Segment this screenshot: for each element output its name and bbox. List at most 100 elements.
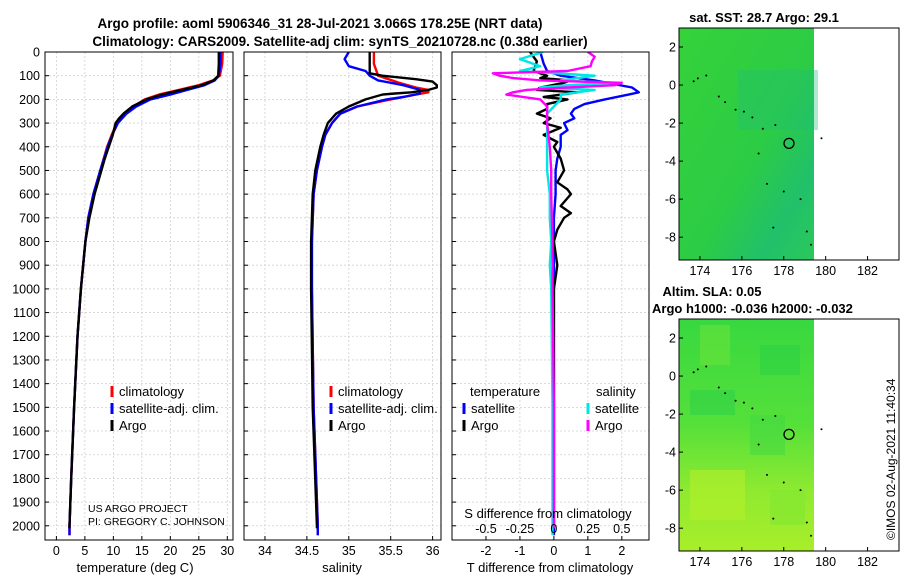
island (766, 473, 768, 476)
sla-map-subtitle: Argo h1000: -0.036 h2000: -0.032 (652, 301, 853, 316)
temperature-grid (45, 51, 233, 540)
sst-map-tick-labels: 2 0 -2 -4 -6 -8 174 176 178 180 182 (665, 41, 878, 278)
series-line-climatology (68, 52, 224, 536)
imos-timestamp: ©IMOS 02-Aug-2021 11:40:34 (884, 378, 898, 540)
island (820, 428, 823, 431)
temperature-xlabel: temperature (deg C) (76, 560, 193, 575)
island (805, 230, 808, 233)
series-line-climatology (310, 52, 430, 536)
x-tick-label: 25 (192, 544, 206, 558)
depth-tick-label: 1300 (12, 353, 40, 367)
sst-warm-pool (738, 70, 818, 130)
x-tick-label: -1 (514, 544, 525, 558)
salinity-frame (243, 51, 442, 541)
x-tick-label: 0 (53, 544, 60, 558)
lat-tick-label: -6 (665, 193, 676, 207)
temperature-tick-labels: 0 5 10 15 20 25 30 (53, 536, 234, 558)
lat-tick-label: -2 (665, 117, 676, 131)
island (724, 392, 727, 395)
sst-map-frame (678, 27, 900, 261)
legend-s-satellite: satellite (595, 401, 639, 416)
island (782, 481, 785, 484)
lat-tick-label: -4 (665, 155, 676, 169)
lat-tick-label: -8 (665, 231, 676, 245)
x-tick-label: 34 (258, 544, 272, 558)
depth-tick-label: 900 (19, 259, 40, 273)
s-tick-label: 0.25 (576, 522, 600, 536)
sst-field (679, 28, 814, 260)
island (774, 123, 777, 126)
lon-tick-label: 182 (857, 264, 878, 278)
difference-legend: temperature salinity satellite Argo sate… (462, 384, 639, 433)
s-difference-tick-labels: -0.5 -0.25 0 0.25 0.5 (475, 522, 630, 536)
s-tick-label: 0 (550, 522, 557, 536)
legend-argo: Argo (119, 418, 146, 433)
depth-tick-label: 600 (19, 188, 40, 202)
difference-frame (451, 51, 650, 541)
island (692, 80, 695, 83)
lon-tick-label: 180 (815, 264, 836, 278)
depth-tick-label: 1800 (12, 472, 40, 486)
series-line-satellite-adj-clim- (68, 52, 222, 536)
temperature-frame (44, 51, 234, 541)
depth-tick-label: 0 (33, 46, 40, 60)
depth-tick-label: 800 (19, 235, 40, 249)
salinity-tick-labels: 34 34.5 35 35.5 36 (258, 536, 440, 558)
lat-tick-label: -2 (665, 408, 676, 422)
island (734, 108, 737, 111)
legend-satellite: satellite-adj. clim. (119, 401, 219, 416)
depth-tick-label: 1100 (13, 306, 40, 320)
sst-map-title: sat. SST: 28.7 Argo: 29.1 (689, 10, 839, 25)
series-line-temperature-argo (529, 52, 579, 529)
island (761, 418, 764, 421)
island (810, 534, 812, 537)
salinity-xlabel: salinity (322, 560, 362, 575)
legend-t-satellite: satellite (471, 401, 515, 416)
island (734, 399, 737, 402)
island (751, 407, 754, 410)
lat-tick-label: -8 (665, 522, 676, 536)
depth-tick-labels: 0 100 200 300 400 500 600 700 800 900 1000 1100 1200… (12, 46, 40, 534)
s-difference-label: S difference from climatology (464, 506, 632, 521)
lat-tick-label: -6 (665, 484, 676, 498)
x-tick-label: 10 (106, 544, 120, 558)
island (799, 198, 802, 201)
depth-tick-label: 1000 (12, 282, 40, 296)
depth-tick-label: 500 (19, 164, 40, 178)
x-tick-label: 1 (584, 544, 591, 558)
sla-map-tick-labels: 2 0 -2 -4 -6 -8 174 176 178 180 182 (665, 332, 878, 569)
temperature-panel: 0100200300400500600700800900100011001200… (12, 46, 234, 576)
difference-lines (491, 52, 640, 536)
legend-t-argo: Argo (471, 418, 498, 433)
salinity-lines (309, 52, 438, 536)
lon-tick-label: 176 (731, 555, 752, 569)
argo-location-marker (783, 137, 795, 150)
lon-tick-label: 174 (690, 555, 711, 569)
lat-tick-label: 0 (669, 79, 676, 93)
x-tick-label: 30 (220, 544, 234, 558)
island (799, 489, 802, 492)
lon-tick-label: 182 (857, 555, 878, 569)
island (696, 77, 699, 80)
island (805, 521, 808, 524)
argo-location-marker (783, 428, 795, 441)
s-tick-label: 0.5 (613, 522, 630, 536)
temperature-lines (68, 52, 224, 536)
x-tick-label: 2 (618, 544, 625, 558)
x-tick-label: 0 (550, 544, 557, 558)
sla-map-frame (678, 318, 900, 552)
lon-tick-label: 180 (815, 555, 836, 569)
island (772, 517, 775, 520)
s-tick-label: -0.25 (506, 522, 535, 536)
lat-tick-label: -4 (665, 446, 676, 460)
lon-tick-label: 178 (773, 264, 794, 278)
depth-tick-label: 400 (19, 140, 40, 154)
island (810, 243, 812, 246)
depth-tick-label: 700 (19, 211, 40, 225)
x-tick-label: 20 (163, 544, 177, 558)
island-dots (692, 365, 823, 537)
t-difference-tick-labels: -2 -1 0 1 2 (480, 536, 625, 558)
island (757, 443, 760, 446)
island (696, 368, 699, 371)
sla-map: Altim. SLA: 0.05 Argo h1000: -0.036 h200… (652, 284, 900, 569)
